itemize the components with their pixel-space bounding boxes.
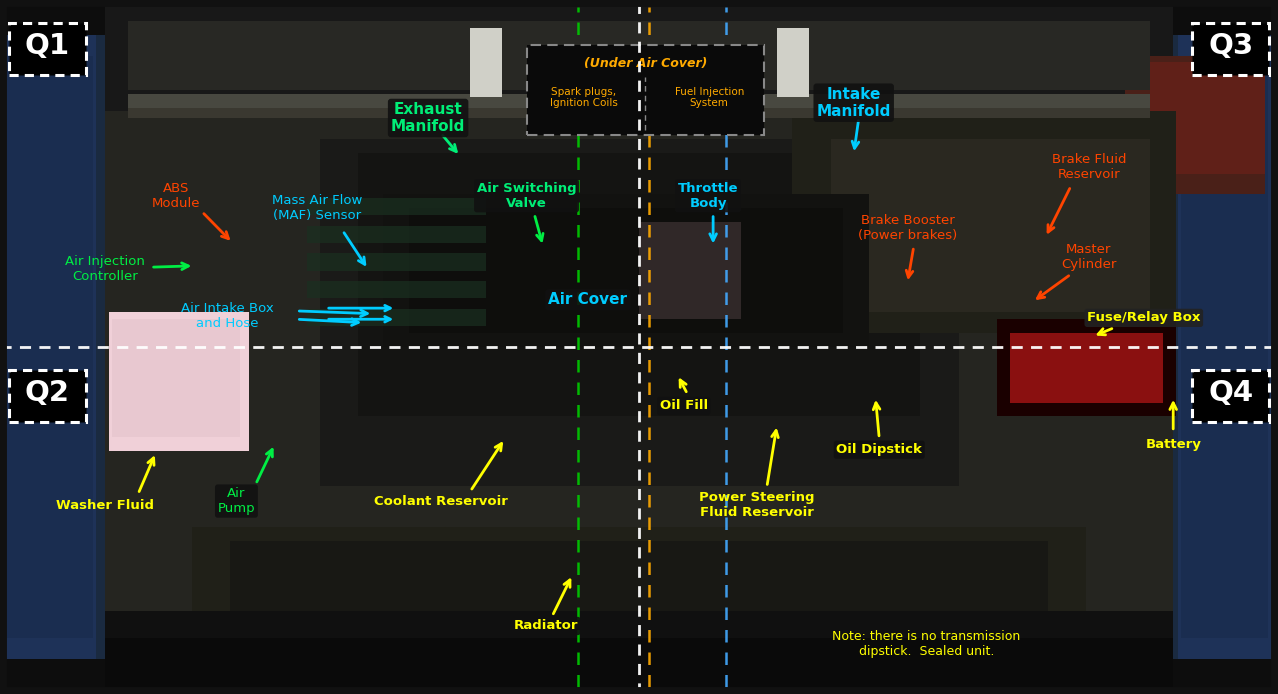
Text: Spark plugs,
Ignition Coils: Spark plugs, Ignition Coils	[550, 87, 617, 108]
Text: Throttle
Body: Throttle Body	[677, 182, 739, 210]
Text: Fuel Injection
System: Fuel Injection System	[675, 87, 744, 108]
Bar	[307, 198, 486, 215]
Text: ABS
Module: ABS Module	[152, 182, 201, 210]
Bar	[307, 309, 486, 326]
Text: Q2: Q2	[24, 379, 70, 407]
Bar	[358, 153, 920, 416]
Bar	[409, 208, 843, 333]
Bar	[320, 139, 958, 486]
Text: Radiator: Radiator	[514, 620, 578, 632]
Text: Q1: Q1	[24, 32, 70, 60]
Bar	[1181, 56, 1268, 638]
Text: Q4: Q4	[1208, 379, 1254, 407]
Bar	[997, 319, 1176, 416]
Text: Air
Pump: Air Pump	[217, 487, 256, 515]
Text: Fuse/Relay Box: Fuse/Relay Box	[1088, 312, 1200, 324]
Bar	[777, 28, 809, 97]
Text: (Under Air Cover): (Under Air Cover)	[584, 57, 707, 69]
Bar	[9, 369, 86, 421]
Text: Exhaust
Manifold: Exhaust Manifold	[391, 102, 465, 134]
Bar	[109, 312, 249, 451]
Bar	[1010, 333, 1163, 403]
Bar	[470, 28, 502, 97]
Bar	[831, 139, 1150, 312]
Text: Intake
Manifold: Intake Manifold	[817, 87, 891, 119]
Bar	[0, 35, 96, 659]
Bar	[0, 35, 105, 659]
Bar	[383, 194, 869, 347]
Text: Battery: Battery	[1145, 438, 1201, 450]
Text: Brake Booster
(Power brakes): Brake Booster (Power brakes)	[858, 214, 957, 242]
Bar	[307, 281, 486, 298]
Bar	[128, 94, 1150, 118]
Bar	[105, 111, 1173, 611]
Text: Air Cover: Air Cover	[548, 292, 627, 307]
Text: Air Intake Box
and Hose: Air Intake Box and Hose	[181, 302, 273, 330]
Text: Washer Fluid: Washer Fluid	[56, 499, 153, 511]
Text: Air Injection
Controller: Air Injection Controller	[65, 255, 144, 283]
Bar	[1192, 369, 1269, 421]
Bar	[1150, 62, 1265, 174]
Text: Master
Cylinder: Master Cylinder	[1061, 243, 1117, 271]
Text: Coolant Reservoir: Coolant Reservoir	[374, 495, 507, 507]
Bar	[112, 319, 240, 437]
Text: Q3: Q3	[1208, 32, 1254, 60]
Bar	[230, 541, 1048, 611]
Bar	[128, 21, 1150, 90]
Bar	[1173, 35, 1278, 659]
Text: Air Switching
Valve: Air Switching Valve	[477, 182, 576, 210]
Bar	[9, 22, 86, 74]
Bar	[307, 253, 486, 271]
Bar	[639, 222, 741, 319]
Text: Brake Fluid
Reservoir: Brake Fluid Reservoir	[1052, 153, 1126, 180]
Bar	[105, 0, 1173, 111]
Bar	[105, 611, 1173, 694]
Bar	[1125, 56, 1265, 194]
Bar	[792, 111, 1176, 333]
Text: Mass Air Flow
(MAF) Sensor: Mass Air Flow (MAF) Sensor	[272, 194, 362, 222]
Bar	[307, 226, 486, 243]
Text: Power Steering
Fluid Reservoir: Power Steering Fluid Reservoir	[699, 491, 814, 519]
Text: Oil Fill: Oil Fill	[659, 400, 708, 412]
Bar	[1192, 22, 1269, 74]
Bar	[128, 94, 1150, 108]
Bar	[192, 527, 1086, 611]
Bar	[527, 45, 763, 135]
Bar	[6, 56, 93, 638]
Text: Note: there is no transmission
dipstick.  Sealed unit.: Note: there is no transmission dipstick.…	[832, 630, 1021, 658]
Bar	[1178, 35, 1274, 659]
Text: Oil Dipstick: Oil Dipstick	[836, 443, 923, 456]
Bar	[105, 638, 1173, 694]
